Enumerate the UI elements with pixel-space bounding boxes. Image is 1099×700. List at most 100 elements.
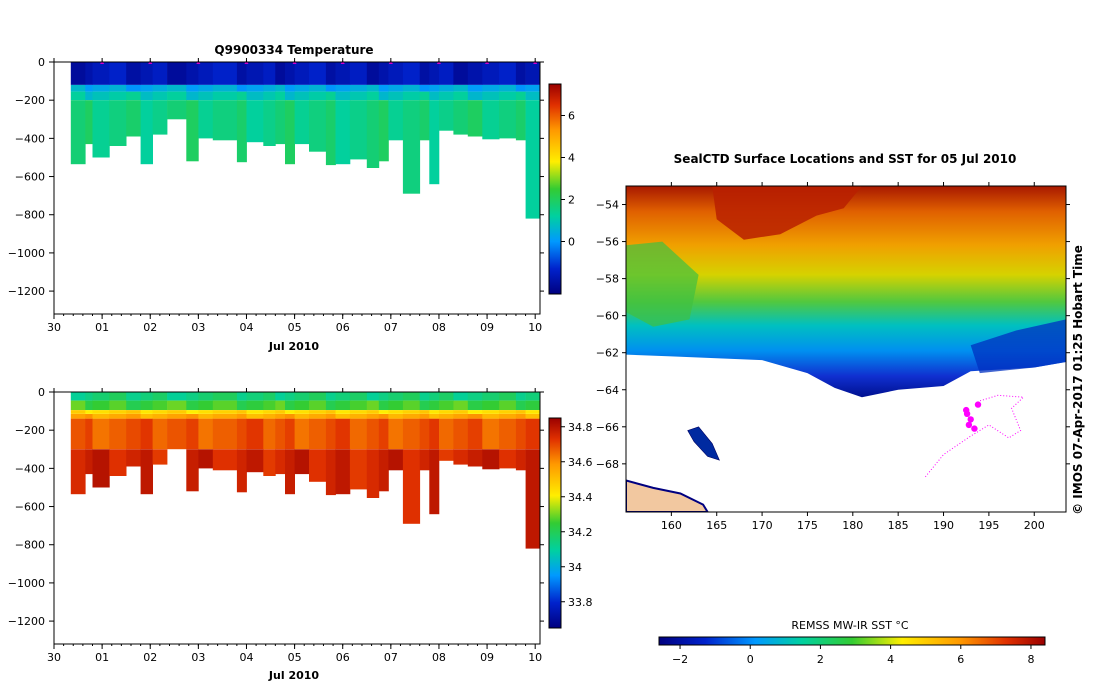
section-cell [429, 414, 440, 419]
section-cell [212, 414, 238, 419]
section-cell [109, 414, 127, 419]
y-tick-label: −600 [15, 501, 45, 514]
section-cell [212, 410, 238, 414]
temperature-section-axes: 0 −200 −400 −600 −800 −1000 −1200 30 01 02 03 04 05 0… [8, 56, 544, 334]
section-cell [263, 414, 276, 419]
y-tick-label: −1000 [8, 577, 45, 590]
section-cell [378, 62, 389, 85]
section-cell [263, 449, 276, 476]
section-cell [309, 392, 327, 401]
colorbar-tick-label: 6 [568, 110, 575, 123]
section-cell [515, 91, 526, 101]
section-cell [335, 392, 351, 401]
section-cell [294, 84, 310, 92]
section-cell [499, 414, 517, 419]
section-cell [263, 410, 276, 414]
section-cell [482, 400, 500, 411]
section-cell [439, 62, 454, 85]
section-cell [70, 414, 86, 419]
section-cell [325, 62, 336, 85]
section-cell [70, 91, 86, 101]
section-cell [212, 62, 238, 85]
section-cell [92, 414, 110, 419]
section-cell [467, 62, 483, 85]
section-cell [263, 84, 276, 92]
section-cell [92, 449, 110, 488]
section-cell [92, 100, 110, 158]
section-cell [309, 418, 327, 450]
section-cell [275, 392, 286, 401]
section-cell [515, 414, 526, 419]
section-cell [419, 392, 430, 401]
sst-colorbar-tick-label: 4 [887, 653, 894, 666]
x-tick-label: 08 [432, 321, 446, 334]
map-x-tick-label: 180 [842, 519, 863, 532]
section-cell [285, 400, 295, 411]
x-tick-label: 02 [143, 651, 157, 664]
sst-warm-core [712, 186, 862, 240]
section-cell [109, 410, 127, 414]
section-cell [467, 418, 483, 450]
seal-surface-location [965, 421, 973, 429]
section-cell [349, 91, 368, 101]
section-cell [92, 400, 110, 411]
seal-track [925, 394, 1025, 478]
section-cell [429, 91, 440, 101]
x-tick-label: 04 [239, 321, 253, 334]
section-cell [186, 414, 199, 419]
section-cell [294, 62, 310, 85]
section-cell [309, 414, 327, 419]
section-cell [378, 84, 389, 92]
section-cell [109, 62, 127, 85]
section-cell [325, 392, 336, 401]
section-cell [126, 414, 141, 419]
section-cell [482, 62, 500, 85]
x-tick-label: 01 [95, 321, 109, 334]
seal-surface-location [967, 416, 974, 423]
section-cell [419, 400, 430, 411]
sst-colorbar-ticks: −2 0 2 4 6 8 [672, 645, 1034, 666]
section-cell [439, 449, 454, 461]
section-cell [429, 100, 440, 185]
section-cell [467, 400, 483, 411]
section-cell [167, 400, 187, 411]
sst-map-frame [625, 185, 1067, 513]
section-cell [109, 392, 127, 401]
section-cell [482, 414, 500, 419]
colorbar-tick-label: 33.8 [568, 596, 593, 609]
section-cell [167, 418, 187, 450]
section-cell [109, 400, 127, 411]
section-cell [85, 400, 93, 411]
section-cell [482, 91, 500, 101]
section-cell [167, 84, 187, 92]
section-cell [236, 410, 247, 414]
section-cell [109, 84, 127, 92]
section-cell [419, 418, 430, 450]
section-cell [275, 418, 286, 450]
colorbar-tick-label: 34.2 [568, 526, 593, 539]
section-cell [152, 100, 168, 135]
x-tick-label: 01 [95, 651, 109, 664]
section-cell [246, 418, 264, 450]
section-cell [515, 84, 526, 92]
section-cell [419, 62, 430, 85]
section-cell [419, 91, 430, 101]
section-cell [140, 410, 153, 414]
section-cell [419, 100, 430, 141]
section-cell [186, 418, 199, 450]
section-cell [349, 62, 368, 85]
section-cell [388, 392, 404, 401]
y-tick-label: −1000 [8, 247, 45, 260]
section-cell [388, 400, 404, 411]
section-cell [515, 418, 526, 450]
section-cell [152, 449, 168, 465]
section-cell [349, 400, 368, 411]
section-cell [85, 392, 93, 401]
section-cell [186, 62, 199, 85]
section-cell [388, 418, 404, 450]
section-cell [429, 449, 440, 515]
section-cell [198, 62, 214, 85]
section-cell [126, 410, 141, 414]
map-y-tick-label: −68 [596, 458, 619, 471]
section-cell [525, 400, 541, 411]
